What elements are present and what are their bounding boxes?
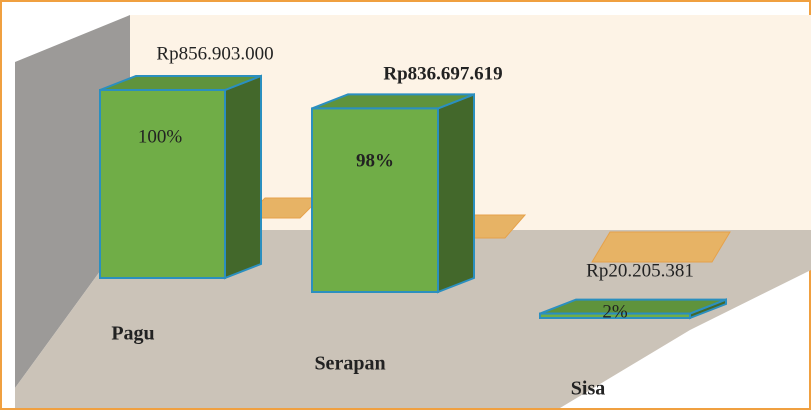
bar: [99, 89, 226, 279]
floor-mark: [591, 231, 731, 263]
bar-side: [224, 74, 262, 280]
category-label: Pagu: [111, 323, 154, 345]
share-label: 100%: [138, 126, 183, 147]
value-label: Rp20.205.381: [586, 260, 694, 281]
bar: [311, 107, 439, 293]
bar: [539, 312, 691, 320]
category-label: Serapan: [314, 353, 385, 375]
share-label: 2%: [602, 301, 628, 322]
value-label: Rp836.697.619: [383, 63, 502, 84]
share-label: 98%: [356, 150, 394, 171]
bar-top: [539, 298, 727, 315]
category-label: Sisa: [571, 378, 605, 400]
value-label: Rp856.903.000: [156, 43, 273, 64]
bar-side: [437, 92, 475, 294]
